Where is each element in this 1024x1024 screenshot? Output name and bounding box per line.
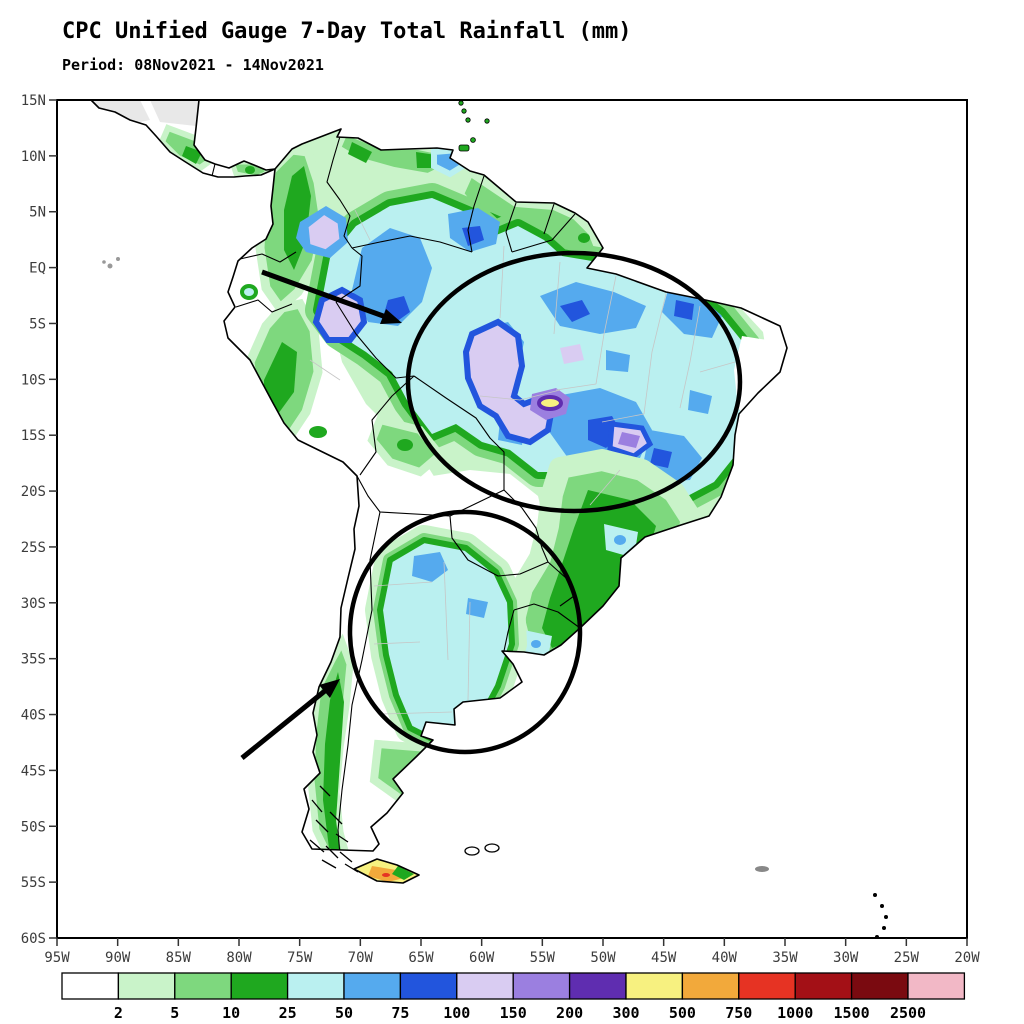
legend-value-label: 100	[443, 1004, 470, 1022]
falkland-west-island	[464, 846, 480, 856]
legend-value-label: 1000	[777, 1004, 813, 1022]
lat-tick-label: 50S	[21, 819, 46, 835]
period-label: Period: 08Nov2021 - 14Nov2021	[62, 56, 324, 74]
lon-tick-label: 60W	[469, 950, 495, 966]
legend-cell	[738, 972, 796, 1000]
legend-cell	[174, 972, 232, 1000]
legend-cell	[286, 972, 345, 1000]
lon-tick-label: 35W	[772, 950, 798, 966]
lat-tick-label: 5N	[29, 205, 46, 221]
lat-tick-label: 35S	[21, 652, 46, 668]
south-sandwich-islands	[873, 893, 888, 939]
state-boundaries	[309, 209, 736, 715]
lat-tick-label: 40S	[21, 708, 46, 724]
legend-cell	[907, 972, 966, 1000]
legend-value-label: 200	[556, 1004, 583, 1022]
falkland-east-island	[484, 843, 500, 853]
annotations	[240, 250, 743, 760]
lon-tick-label: 40W	[712, 950, 738, 966]
legend-cell	[681, 972, 740, 1000]
lon-tick-label: 75W	[287, 950, 313, 966]
legend-cell	[230, 972, 289, 1000]
legend-value-label: 75	[391, 1004, 409, 1022]
central-america-rain	[158, 124, 275, 181]
galapagos-islands	[102, 257, 120, 269]
legend-cell	[399, 972, 458, 1000]
legend-cell	[61, 972, 120, 1000]
plot-frame	[56, 99, 968, 939]
south-america-coast	[223, 128, 788, 852]
legend-value-label: 150	[500, 1004, 527, 1022]
legend-value-label: 750	[725, 1004, 752, 1022]
lat-tick-label: 55S	[21, 875, 46, 891]
islands	[102, 100, 888, 939]
page-title: CPC Unified Gauge 7-Day Total Rainfall (…	[62, 19, 632, 44]
lat-tick-label: 20S	[21, 484, 46, 500]
lon-tick-label: 90W	[105, 950, 131, 966]
rainfall-field	[91, 100, 787, 883]
legend-cell	[117, 972, 176, 1000]
lon-tick-label: 70W	[348, 950, 374, 966]
lon-tick-label: 95W	[44, 950, 70, 966]
legend-value-label: 2500	[890, 1004, 926, 1022]
country-borders	[211, 132, 581, 857]
legend-value-label: 10	[222, 1004, 240, 1022]
legend-cell	[568, 972, 627, 1000]
caribbean-islands	[458, 100, 490, 152]
fjord-scribbles	[309, 785, 359, 873]
legend-value-label: 1500	[834, 1004, 870, 1022]
central-america-coast	[90, 99, 276, 178]
legend-value-label: 300	[612, 1004, 639, 1022]
legend-value-label: 5	[170, 1004, 179, 1022]
lon-tick-label: 85W	[166, 950, 192, 966]
lon-tick-label: 25W	[894, 950, 920, 966]
lat-tick-label: 15N	[21, 93, 46, 109]
coastlines	[90, 99, 788, 884]
legend-cell	[794, 972, 853, 1000]
annotation-arrow-patagonia	[240, 679, 340, 760]
legend-value-label: 500	[669, 1004, 696, 1022]
lat-tick-label: 15S	[21, 428, 46, 444]
annotation-arrow-amazon	[261, 269, 402, 324]
legend-cell	[625, 972, 684, 1000]
annotation-circle-argentina	[347, 509, 583, 755]
lon-tick-label: 65W	[408, 950, 434, 966]
annotation-circle-brazil	[405, 250, 743, 514]
legend-cell	[512, 972, 571, 1000]
lat-tick-label: EQ	[29, 261, 46, 277]
lon-tick-label: 80W	[226, 950, 252, 966]
south-georgia-island	[755, 866, 769, 872]
purple-yellow-extremes	[530, 388, 640, 448]
legend-value-label: 50	[335, 1004, 353, 1022]
lat-tick-label: 25S	[21, 540, 46, 556]
lon-tick-label: 20W	[954, 950, 980, 966]
lon-tick-label: 30W	[833, 950, 859, 966]
lon-tick-label: 50W	[590, 950, 616, 966]
lat-tick-label: 10S	[21, 372, 46, 388]
lat-tick-label: 60S	[21, 931, 46, 947]
legend-cell	[456, 972, 514, 1000]
color-scale-legend: 2 5 10 25 50 75 100 150 200 300 500 750 1000 1500 2500	[61, 972, 966, 1022]
lat-tick-label: 10N	[21, 149, 46, 165]
legend-value-label: 25	[279, 1004, 297, 1022]
legend-cell	[343, 972, 402, 1000]
lon-tick-label: 55W	[530, 950, 556, 966]
lat-tick-label: 45S	[21, 763, 46, 779]
lon-tick-label: 45W	[651, 950, 677, 966]
legend-cell	[850, 972, 909, 1000]
lat-tick-label: 30S	[21, 596, 46, 612]
longitude-axis: 95W 90W 85W 80W 75W 70W 65W 60W 55W 50W 45W 40W 35W 3…	[44, 938, 980, 966]
legend-value-label: 2	[114, 1004, 123, 1022]
pampas-rain	[365, 525, 527, 755]
lat-tick-label: 5S	[29, 316, 46, 332]
latitude-axis: 15N 10N 5N EQ 5S 10S 15S 20S 25S 30S 35S 40S 45S 50S 5…	[21, 93, 57, 947]
